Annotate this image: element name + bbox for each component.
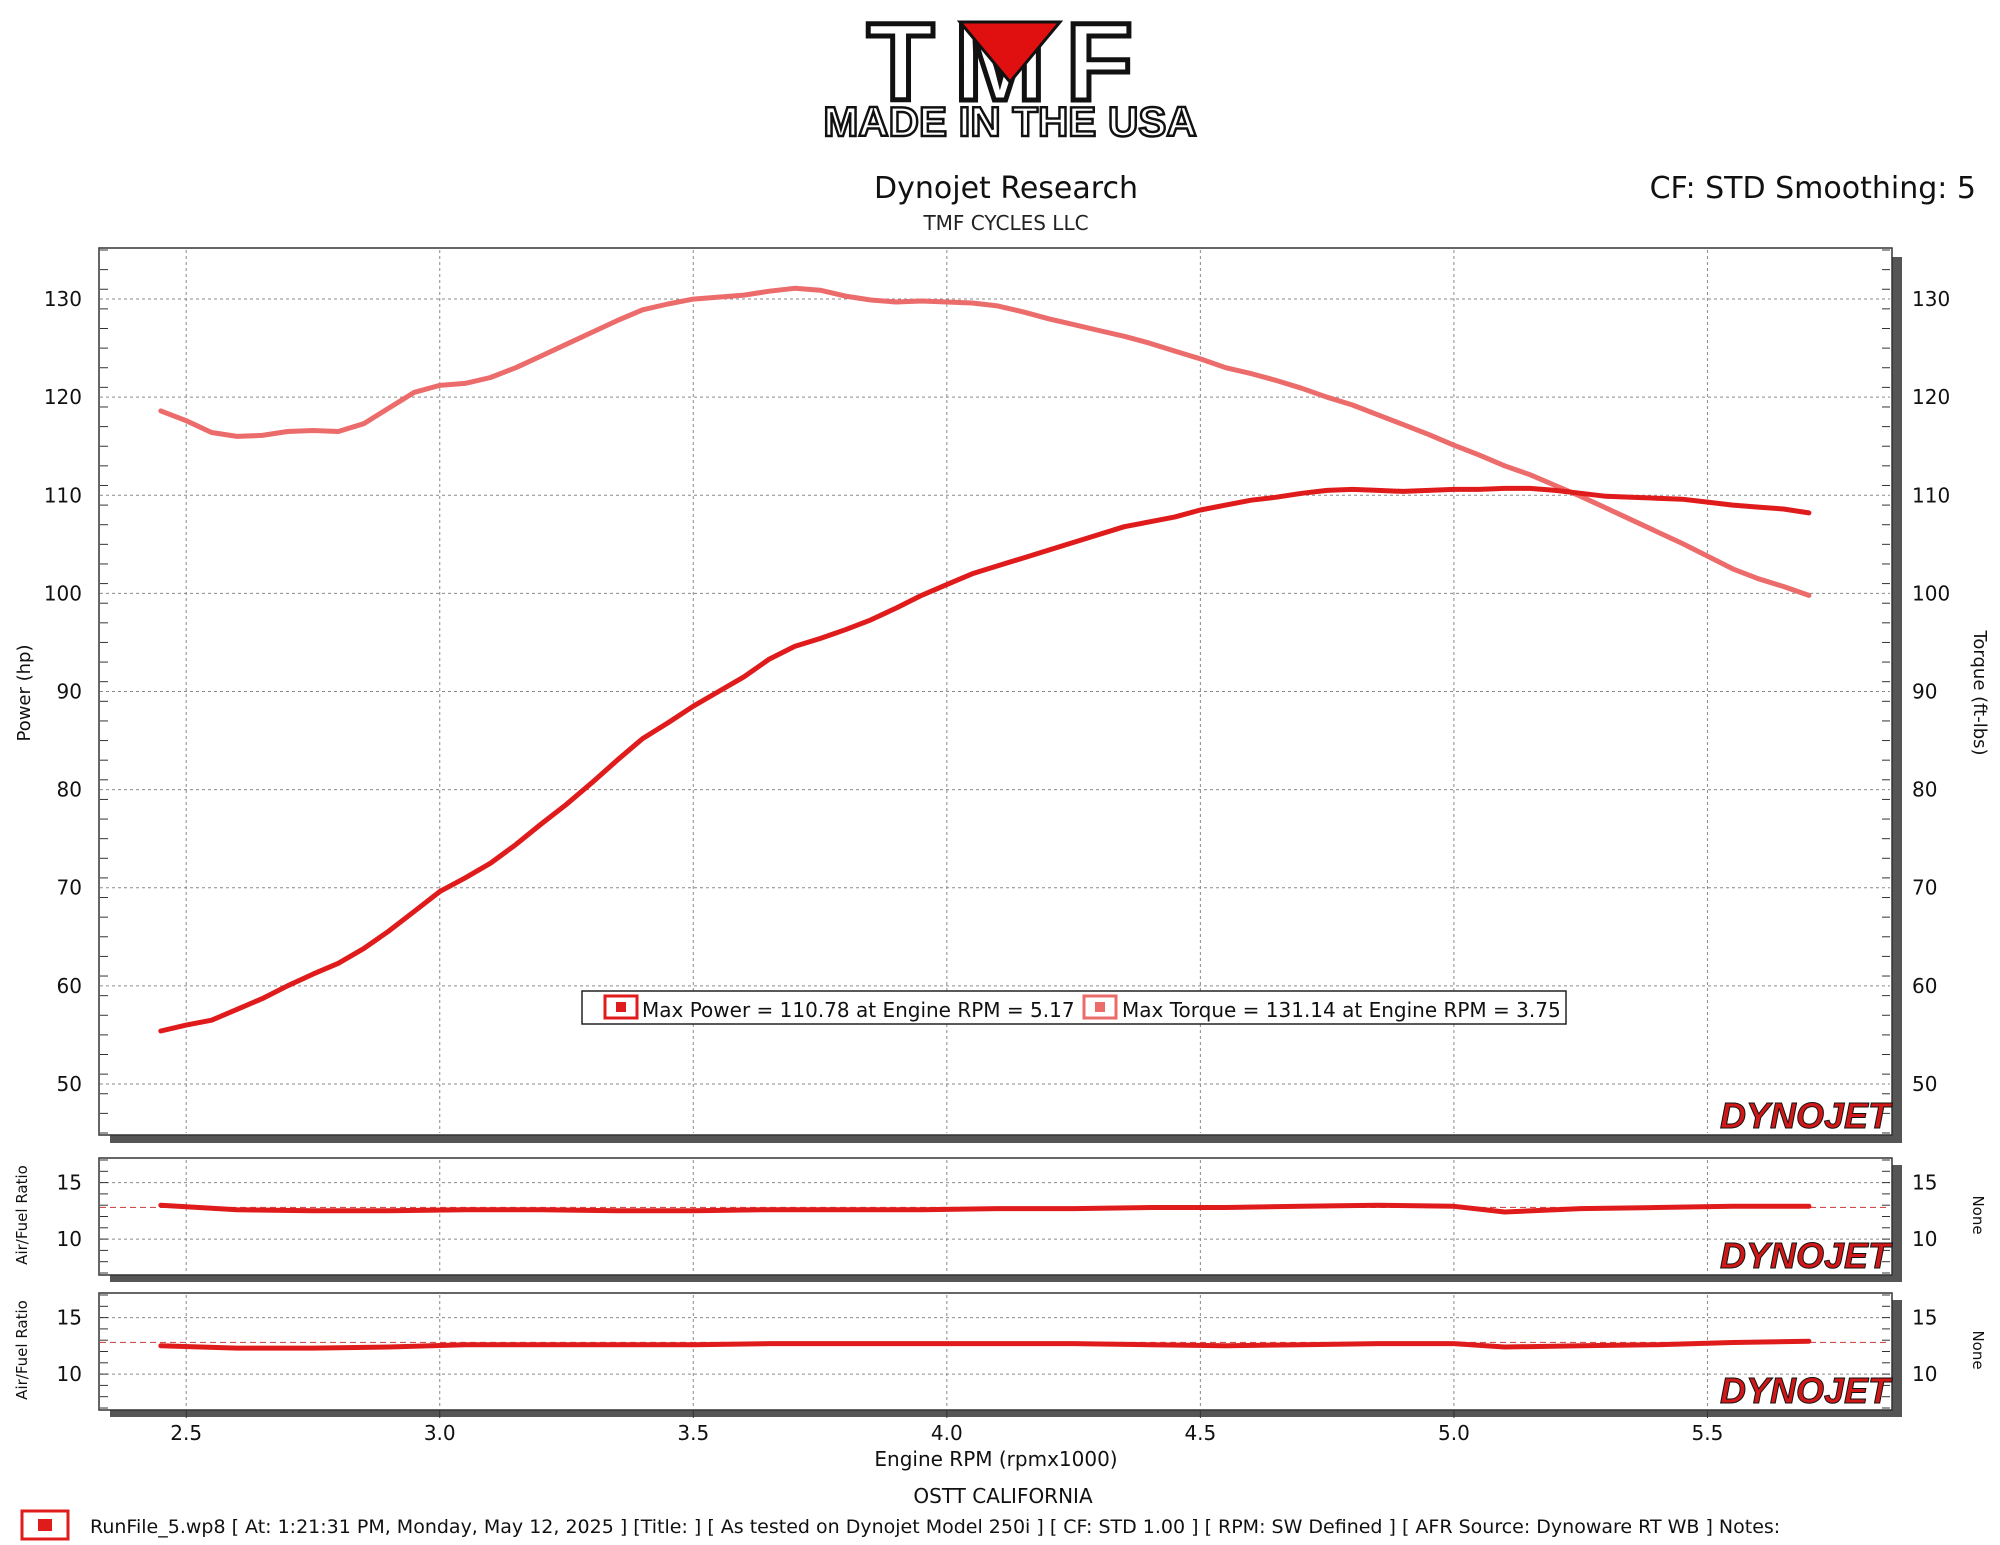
main-tick-label-left: 80 (57, 778, 82, 802)
afr-panel-2-frame (98, 1292, 1893, 1411)
rpm-tick-label: 4.0 (931, 1421, 963, 1445)
afr-panel-1-grid (100, 1159, 1890, 1274)
afr-panel-1-label: Air/Fuel Ratio (13, 1165, 31, 1265)
main-tick-label-left: 110 (44, 483, 82, 507)
main-tick-label-right: 50 (1912, 1072, 1937, 1096)
afr-panel-2: 10 10 15 15 DYNOJET Air/Fuel Ratio None (13, 1292, 1987, 1417)
afr1-tick-label-left: 10 (57, 1227, 82, 1251)
afr1-tick-label-right: 15 (1912, 1171, 1937, 1195)
runfile-swatch (20, 1509, 70, 1541)
main-tick-label-left: 100 (44, 581, 82, 605)
afr2-tick-label-right: 10 (1912, 1362, 1937, 1386)
legend-frame (581, 990, 1567, 1025)
afr-panel-2-ticks: 10 10 15 15 (57, 1306, 1938, 1387)
afr-panel-1: 10 10 15 15 DYNOJET Air/Fuel Ratio None (13, 1157, 1987, 1282)
rpm-axis-label: Engine RPM (rpmx1000) (874, 1447, 1117, 1471)
main-tick-label-right: 130 (1912, 287, 1950, 311)
legend-torque-label: Max Torque = 131.14 at Engine RPM = 3.75 (1122, 998, 1561, 1022)
cf-smoothing: CF: STD Smoothing: 5 (1650, 171, 1976, 206)
main-tick-label-left: 90 (57, 680, 82, 704)
legend-power-label: Max Power = 110.78 at Engine RPM = 5.17 (642, 998, 1075, 1022)
rpm-tick-label: 3.5 (677, 1421, 709, 1445)
logo-red-triangle-icon (956, 20, 1064, 85)
rpm-tick-label: 3.0 (424, 1421, 456, 1445)
afr-panel-1-series-line (158, 1202, 1812, 1215)
main-tick-label-right: 60 (1912, 974, 1937, 998)
runfile-info: RunFile_5.wp8 [ At: 1:21:31 PM, Monday, … (90, 1516, 1780, 1538)
runfile-swatch-fill (38, 1519, 52, 1531)
main-tick-label-left: 120 (44, 385, 82, 409)
dynojet-watermark-main: DYNOJET (1720, 1095, 1893, 1136)
legend-box: Max Power = 110.78 at Engine RPM = 5.17 … (581, 990, 1567, 1025)
afr1-tick-label-right: 10 (1912, 1227, 1937, 1251)
legend-power-swatch-fill (616, 1002, 626, 1012)
power-axis-ticks: 50 60 70 80 90 100 110 120 130 (44, 287, 82, 1096)
main-panel: 50 60 70 80 90 100 110 120 130 50 60 70 80 90 100 110 1… (14, 247, 1990, 1143)
main-tick-label-right: 80 (1912, 778, 1937, 802)
main-tick-label-left: 60 (57, 974, 82, 998)
rpm-tick-label: 4.5 (1184, 1421, 1216, 1445)
rpm-axis-ticks: 2.5 3.0 3.5 4.0 4.5 5.0 5.5 (170, 1410, 1723, 1445)
afr2-tick-label-left: 10 (57, 1362, 82, 1386)
power-axis-label: Power (hp) (14, 644, 35, 741)
rpm-tick-label: 5.0 (1438, 1421, 1470, 1445)
logo-tagline: MADE IN THE USA (823, 98, 1196, 145)
main-tick-label-left: 50 (57, 1072, 82, 1096)
afr-panel-1-ticks: 10 10 15 15 (57, 1171, 1938, 1252)
torque-series-line (158, 285, 1812, 598)
rpm-tick-label: 2.5 (170, 1421, 202, 1445)
rpm-tick-label: 5.5 (1692, 1421, 1724, 1445)
afr2-tick-label-right: 15 (1912, 1306, 1937, 1330)
main-tick-label-right: 100 (1912, 581, 1950, 605)
main-tick-label-left: 70 (57, 876, 82, 900)
afr-panel-2-grid (100, 1294, 1890, 1409)
legend-torque-swatch-fill (1095, 1002, 1105, 1012)
afr1-tick-label-left: 15 (57, 1171, 82, 1195)
main-tick-label-left: 130 (44, 287, 82, 311)
dynojet-watermark-afr2: DYNOJET (1720, 1370, 1893, 1411)
tmf-logo: TMF MADE IN THE USA (822, 0, 1198, 146)
power-series-line (158, 485, 1812, 1034)
chart-subtitle: TMF CYCLES LLC (922, 211, 1088, 235)
location-label: OSTT CALIFORNIA (913, 1484, 1093, 1508)
torque-axis-label: Torque (ft-lbs) (1969, 629, 1990, 755)
afr2-tick-label-left: 15 (57, 1306, 82, 1330)
main-grid (100, 249, 1890, 1134)
main-tick-label-right: 90 (1912, 680, 1937, 704)
afr-panel-2-right-label: None (1969, 1330, 1987, 1369)
afr-panel-2-label: Air/Fuel Ratio (13, 1300, 31, 1400)
chart-title: Dynojet Research (874, 171, 1138, 206)
dynojet-watermark-afr1: DYNOJET (1720, 1235, 1893, 1276)
afr-panel-2-series-line (158, 1338, 1812, 1351)
main-tick-label-right: 110 (1912, 483, 1950, 507)
main-tick-label-right: 70 (1912, 876, 1937, 900)
afr-panel-1-frame (98, 1157, 1893, 1276)
main-tick-label-right: 120 (1912, 385, 1950, 409)
torque-axis-ticks: 50 60 70 80 90 100 110 120 130 (1912, 287, 1950, 1096)
afr-panel-1-right-label: None (1969, 1195, 1987, 1234)
